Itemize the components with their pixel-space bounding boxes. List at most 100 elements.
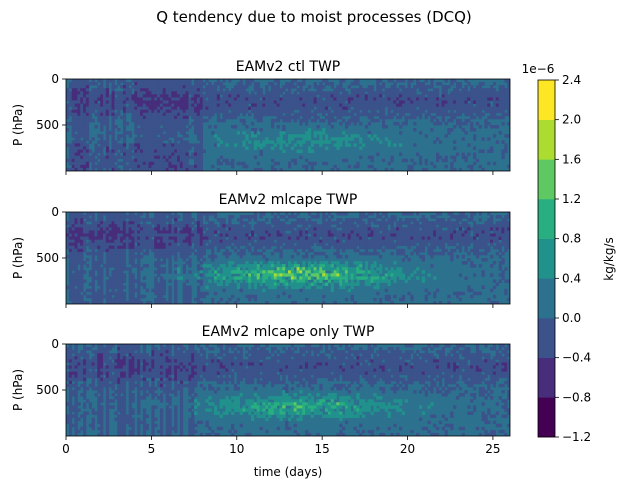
- heatmap-cell: [242, 91, 246, 95]
- heatmap-cell: [140, 103, 144, 107]
- heatmap-cell: [231, 239, 235, 244]
- heatmap-cell: [165, 109, 169, 114]
- heatmap-cell: [202, 118, 206, 123]
- heatmap-cell: [77, 276, 81, 280]
- heatmap-cell: [214, 212, 218, 216]
- heatmap-cell: [114, 140, 118, 144]
- heatmap-cell: [302, 273, 306, 277]
- heatmap-cell: [185, 140, 189, 144]
- heatmap-cell: [174, 134, 178, 138]
- heatmap-cell: [171, 215, 175, 219]
- heatmap-cell: [137, 282, 141, 286]
- heatmap-cell: [279, 106, 283, 111]
- heatmap-cell: [188, 88, 192, 92]
- heatmap-cell: [356, 91, 360, 95]
- heatmap-cell: [140, 155, 144, 160]
- heatmap-cell: [256, 106, 260, 111]
- heatmap-cell: [77, 112, 81, 117]
- heatmap-cell: [293, 264, 297, 268]
- heatmap-cell: [256, 233, 260, 237]
- heatmap-cell: [381, 106, 386, 111]
- heatmap-cell: [296, 251, 300, 256]
- heatmap-cell: [262, 140, 266, 144]
- heatmap-cell: [379, 109, 383, 114]
- heatmap-cell: [182, 248, 186, 253]
- heatmap-cell: [344, 218, 349, 222]
- heatmap-cell: [233, 94, 238, 98]
- heatmap-cell: [313, 239, 317, 244]
- heatmap-cell: [122, 267, 127, 271]
- heatmap-cell: [114, 300, 118, 304]
- heatmap-cell: [94, 242, 98, 247]
- heatmap-cell: [276, 115, 280, 120]
- heatmap-cell: [296, 282, 300, 286]
- heatmap-cell: [470, 125, 474, 129]
- heatmap-cell: [77, 146, 81, 150]
- heatmap-cell: [148, 140, 152, 144]
- heatmap-cell: [154, 152, 158, 157]
- heatmap-cell: [103, 94, 107, 98]
- heatmap-cell: [270, 261, 275, 265]
- heatmap-cell: [327, 212, 332, 216]
- heatmap-cell: [379, 245, 383, 250]
- heatmap-cell: [262, 267, 266, 271]
- heatmap-cell: [296, 236, 300, 240]
- heatmap-cell: [270, 146, 275, 150]
- heatmap-cell: [114, 294, 118, 299]
- heatmap-cell: [182, 300, 186, 304]
- heatmap-cell: [174, 212, 178, 216]
- heatmap-cell: [339, 79, 343, 83]
- heatmap-cell: [140, 97, 144, 101]
- heatmap-cell: [100, 236, 104, 240]
- heatmap-cell: [68, 267, 73, 271]
- heatmap-cell: [137, 161, 141, 166]
- heatmap-cell: [142, 146, 147, 150]
- heatmap-cell: [259, 261, 263, 265]
- heatmap-cell: [307, 273, 312, 277]
- heatmap-cell: [100, 109, 104, 114]
- heatmap-cell: [177, 97, 181, 101]
- heatmap-cell: [464, 88, 468, 92]
- heatmap-cell: [216, 218, 221, 222]
- heatmap-cell: [211, 94, 215, 98]
- heatmap-cell: [228, 227, 232, 231]
- heatmap-cell: [316, 242, 320, 247]
- heatmap-cell: [154, 97, 158, 101]
- heatmap-cell: [379, 227, 383, 231]
- heatmap-cell: [219, 245, 223, 250]
- heatmap-cell: [487, 106, 491, 111]
- heatmap-cell: [458, 97, 463, 101]
- heatmap-cell: [122, 97, 127, 101]
- heatmap-cell: [188, 239, 192, 244]
- heatmap-cell: [310, 239, 315, 244]
- heatmap-cell: [214, 227, 218, 231]
- heatmap-cell: [336, 230, 340, 234]
- heatmap-cell: [461, 152, 465, 157]
- heatmap-cell: [353, 109, 357, 114]
- heatmap-cell: [387, 273, 391, 277]
- heatmap-cell: [111, 245, 115, 250]
- heatmap-cell: [68, 288, 73, 293]
- heatmap-cell: [436, 158, 440, 163]
- heatmap-cell: [233, 224, 238, 228]
- heatmap-cell: [299, 227, 303, 231]
- heatmap-cell: [162, 279, 167, 283]
- heatmap-cell: [353, 261, 357, 265]
- heatmap-cell: [239, 91, 243, 95]
- heatmap-cell: [142, 167, 147, 171]
- heatmap-cell: [157, 137, 161, 141]
- heatmap-cell: [188, 261, 192, 265]
- heatmap-cell: [196, 224, 201, 228]
- heatmap-cell: [196, 149, 201, 153]
- heatmap-cell: [74, 212, 78, 216]
- heatmap-cell: [265, 242, 269, 247]
- heatmap-cell: [103, 264, 107, 268]
- heatmap-cell: [137, 115, 141, 120]
- heatmap-cell: [433, 140, 437, 144]
- heatmap-cell: [367, 242, 371, 247]
- heatmap-cell: [293, 300, 297, 304]
- heatmap-cell: [253, 106, 258, 111]
- heatmap-cell: [359, 88, 363, 92]
- heatmap-cell: [168, 294, 172, 299]
- heatmap-cell: [222, 103, 226, 107]
